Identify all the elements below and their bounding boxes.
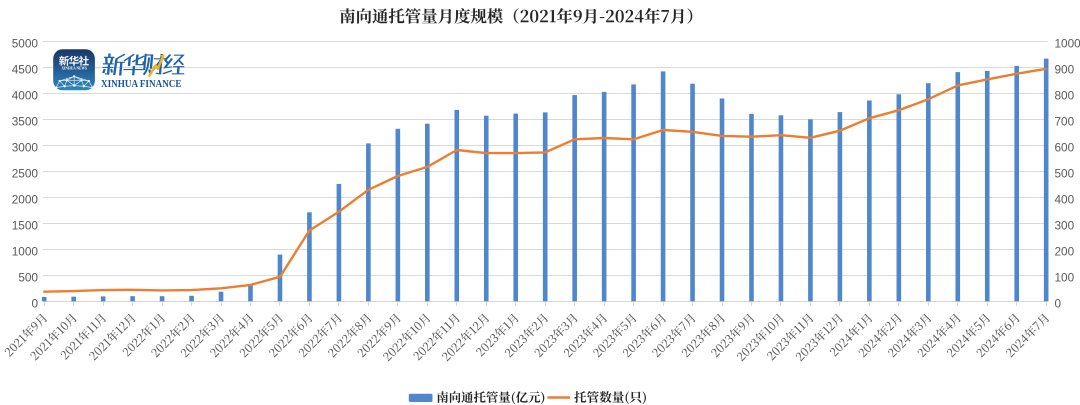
svg-text:300: 300 [1055,219,1075,233]
svg-text:1000: 1000 [1055,36,1080,50]
svg-text:400: 400 [1055,193,1075,207]
svg-text:0: 0 [31,297,38,311]
svg-text:2500: 2500 [12,167,39,181]
svg-text:3500: 3500 [12,114,39,128]
svg-text:900: 900 [1055,62,1075,76]
svg-text:1500: 1500 [12,219,39,233]
svg-text:3000: 3000 [12,141,39,155]
svg-text:4500: 4500 [12,62,39,76]
svg-text:500: 500 [18,271,38,285]
svg-text:800: 800 [1055,88,1075,102]
svg-text:XINHUA FINANCE: XINHUA FINANCE [101,79,182,90]
svg-text:500: 500 [1055,167,1075,181]
svg-text:0: 0 [1055,297,1062,311]
svg-text:100: 100 [1055,271,1075,285]
svg-text:4000: 4000 [12,88,39,102]
svg-text:600: 600 [1055,141,1075,155]
svg-text:5000: 5000 [12,36,39,50]
svg-text:2000: 2000 [12,193,39,207]
svg-text:1000: 1000 [12,245,39,259]
svg-text:XINHUA NEWS: XINHUA NEWS [62,66,88,71]
svg-text:700: 700 [1055,114,1075,128]
svg-text:200: 200 [1055,245,1075,259]
